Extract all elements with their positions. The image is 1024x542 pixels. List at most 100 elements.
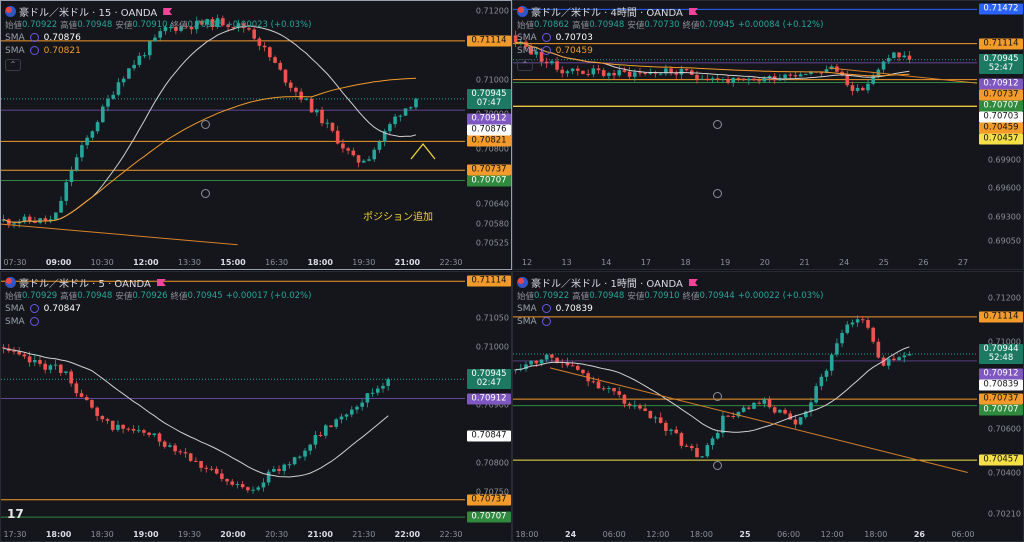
candlestick-plot[interactable] xyxy=(513,272,977,527)
level-price-tag[interactable]: 0.70821 xyxy=(467,135,511,147)
chart-pane-p4[interactable]: 豪ドル／米ドル · 1時間 · OANDA 始値 0.70922 高値 0.7094… xyxy=(512,271,1024,542)
eye-icon[interactable] xyxy=(541,317,551,326)
level-price-tag[interactable]: 0.71114 xyxy=(979,311,1023,323)
symbol-label[interactable]: 豪ドル／米ドル · 5 · OANDA xyxy=(19,279,151,290)
price-axis[interactable]: 0.69900 0.69600 0.69300 0.69050 0.71472 0.711… xyxy=(977,1,1023,255)
candle-down xyxy=(627,71,632,77)
candle-up xyxy=(324,425,328,436)
candle-up xyxy=(700,78,704,80)
sma-legend-row[interactable]: SMA 0.70847 xyxy=(5,302,311,315)
symbol-title[interactable]: 豪ドル／米ドル · 15 · OANDA xyxy=(5,5,311,19)
trend-line[interactable] xyxy=(549,367,968,473)
candle-up xyxy=(829,354,834,371)
level-price-tag[interactable]: 0.70737 xyxy=(979,89,1023,101)
level-price-tag[interactable]: 0.70707 xyxy=(467,175,511,187)
symbol-label[interactable]: 豪ドル／米ドル · 15 · OANDA xyxy=(19,8,158,19)
candle-down xyxy=(12,350,16,352)
level-price-tag[interactable]: 0.70912 xyxy=(467,393,511,405)
level-price-tag[interactable]: 0.71114 xyxy=(467,275,511,287)
symbol-label[interactable]: 豪ドル／米ドル · 1時間 · OANDA xyxy=(531,279,683,290)
level-price-tag[interactable]: 0.70847 xyxy=(467,430,511,442)
level-price-tag[interactable]: 0.70703 xyxy=(979,111,1023,123)
time-axis[interactable]: 17:30 18:00 18:30 19:00 19:30 20:00 20:30 21:00… xyxy=(1,527,465,541)
candlestick-plot[interactable] xyxy=(1,272,465,527)
level-price-tag[interactable]: 0.70707 xyxy=(979,404,1023,416)
sma-legend-row[interactable]: SMA 0.70839 xyxy=(517,302,823,315)
event-marker-icon[interactable] xyxy=(712,120,722,130)
annotation-text[interactable]: ポジション追加 xyxy=(363,212,433,223)
price-axis[interactable]: 0.712000.710000.709000.708000.707000.706… xyxy=(465,1,511,255)
candlestick-plot[interactable] xyxy=(1,1,465,255)
candle-up xyxy=(783,74,787,79)
trend-line[interactable] xyxy=(1,223,238,246)
chart-pane-p1[interactable]: ポジション追加 豪ドル／米ドル · 15 · OANDA 始値 0.70922 高… xyxy=(0,0,512,270)
level-price-tag[interactable]: 0.70457 xyxy=(979,454,1023,466)
eye-icon[interactable] xyxy=(29,317,39,326)
event-marker-icon[interactable] xyxy=(712,391,722,401)
level-price-tag[interactable]: 0.70839 xyxy=(979,379,1023,391)
level-price-tag[interactable]: 0.70457 xyxy=(979,133,1023,145)
level-price-tag[interactable]: 0.70912 xyxy=(467,113,511,125)
time-axis[interactable]: 12 13 14 17 18 19 20 21 24 25 26 27 xyxy=(513,255,977,269)
level-price-tag[interactable]: 0.70707 xyxy=(467,511,511,523)
symbol-title[interactable]: 豪ドル／米ドル · 5 · OANDA xyxy=(5,276,311,290)
chart-pane-p2[interactable]: 豪ドル／米ドル · 4時間 · OANDA 始値 0.70862 高値 0.7094… xyxy=(512,0,1024,270)
tradingview-logo[interactable]: 17 xyxy=(7,507,24,521)
eye-icon[interactable] xyxy=(541,33,551,42)
eye-icon[interactable] xyxy=(29,46,39,55)
level-price-tag[interactable]: 0.70912 xyxy=(979,78,1023,90)
current-price-tag[interactable]: 0.70944 52:48 xyxy=(979,343,1023,364)
sma-legend-row[interactable]: SMA 0.70876 xyxy=(5,31,311,44)
sma-legend-row[interactable]: SMA 0.70821 xyxy=(5,44,311,57)
eye-icon[interactable] xyxy=(541,304,551,313)
event-marker-icon[interactable] xyxy=(712,460,722,470)
current-price-tag[interactable]: 0.70945 07:47 xyxy=(467,88,511,109)
eye-icon[interactable] xyxy=(541,46,551,55)
level-price-tag[interactable]: 0.70459 xyxy=(979,122,1023,134)
event-marker-icon[interactable] xyxy=(200,188,210,198)
chart-pane-p3[interactable]: 豪ドル／米ドル · 5 · OANDA 始値 0.70929 高値 0.70948 … xyxy=(0,271,512,542)
level-price-tag[interactable]: 0.71114 xyxy=(467,35,511,47)
sma-fast-line[interactable] xyxy=(515,346,910,433)
eye-icon[interactable] xyxy=(29,33,39,42)
level-price-tag[interactable]: 0.70912 xyxy=(979,368,1023,380)
candle-up xyxy=(866,83,870,91)
symbol-title[interactable]: 豪ドル／米ドル · 1時間 · OANDA xyxy=(517,276,823,290)
collapse-legend-button[interactable]: ⌃ xyxy=(5,59,21,71)
level-price-tag[interactable]: 0.70707 xyxy=(979,100,1023,112)
current-price-tag[interactable]: 0.70945 52:47 xyxy=(979,53,1023,74)
level-price-tag[interactable]: 0.71114 xyxy=(979,38,1023,50)
sma-slow-line[interactable] xyxy=(3,77,417,223)
current-price-tag[interactable]: 0.70945 02:47 xyxy=(467,369,511,390)
level-price-tag[interactable]: 0.70737 xyxy=(467,494,511,506)
time-axis[interactable]: 18:00 24 06:00 12:00 18:00 25 06:00 12:00 18:00 2… xyxy=(513,527,977,541)
collapse-legend-button[interactable]: ⌃ xyxy=(517,59,533,71)
level-price-tag[interactable]: 0.70876 xyxy=(467,124,511,136)
candle-up xyxy=(215,18,220,28)
sma-legend-row[interactable]: SMA 0.70703 xyxy=(517,31,823,44)
candle-up xyxy=(845,324,850,333)
price-tick: 0.70750 xyxy=(475,487,509,497)
eye-icon[interactable] xyxy=(29,304,39,313)
candle-down xyxy=(871,327,875,342)
open-label: 始値 xyxy=(517,291,535,302)
event-marker-icon[interactable] xyxy=(712,188,722,198)
trend-line[interactable] xyxy=(828,67,977,84)
sma-legend-row[interactable]: SMA 0.70459 xyxy=(517,44,823,57)
event-marker-icon[interactable] xyxy=(200,120,210,130)
price-axis[interactable]: 0.712000.710000.708000.706000.704000.702… xyxy=(977,272,1023,527)
price-axis[interactable]: 0.710500.710000.709500.709000.708000.707… xyxy=(465,272,511,527)
sma-fast-line[interactable] xyxy=(3,347,389,478)
level-price-tag[interactable]: 0.71472 xyxy=(979,3,1023,15)
symbol-label[interactable]: 豪ドル／米ドル · 4時間 · OANDA xyxy=(531,8,683,19)
candle-down xyxy=(247,28,251,30)
annotation-arrow[interactable] xyxy=(410,142,436,160)
time-axis[interactable]: 07:30 09:00 10:30 12:00 13:30 15:00 16:30 18:00… xyxy=(1,255,465,269)
level-price-tag[interactable]: 0.70737 xyxy=(979,393,1023,405)
sma-legend-row[interactable]: SMA xyxy=(5,315,311,328)
level-price-tag[interactable]: 0.70737 xyxy=(467,164,511,176)
sma-legend-row[interactable]: SMA xyxy=(517,315,823,328)
sma-slow-line[interactable] xyxy=(515,41,910,77)
candlestick-plot[interactable] xyxy=(513,1,977,255)
symbol-title[interactable]: 豪ドル／米ドル · 4時間 · OANDA xyxy=(517,5,823,19)
